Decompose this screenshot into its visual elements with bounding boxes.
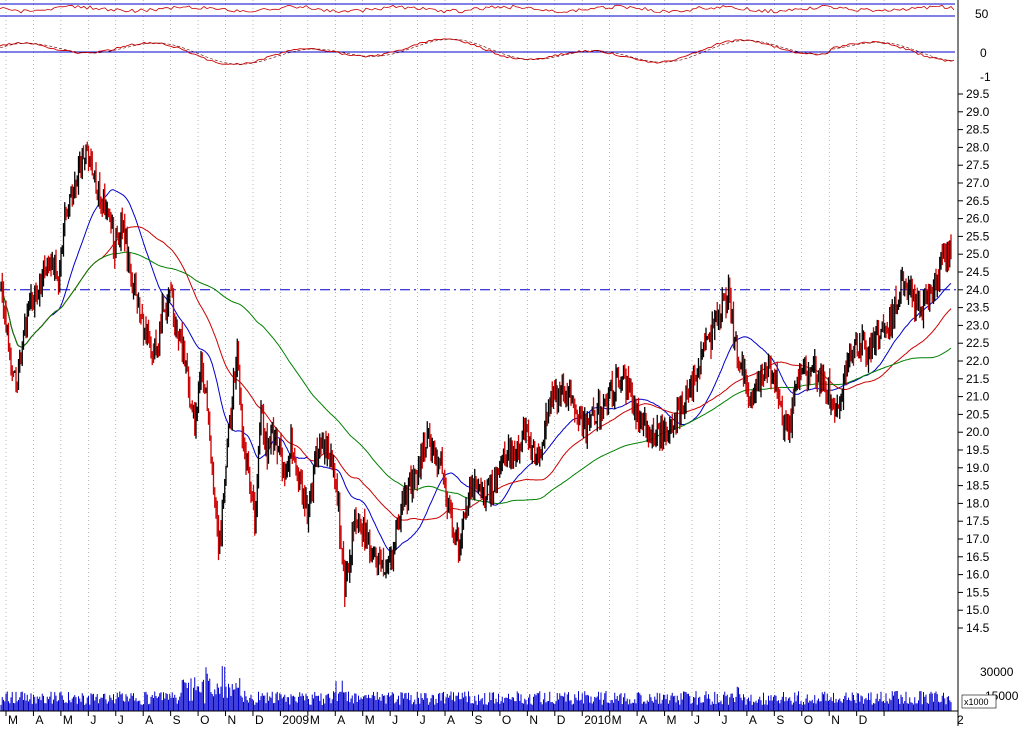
vertical-grid: [5, 0, 885, 711]
price-tick-label-27: 16.0: [966, 568, 990, 582]
time-label-32: 2: [957, 713, 964, 726]
moving-average-line-2: [0, 226, 952, 521]
time-label-3: J: [90, 713, 96, 726]
time-label-21: 2010: [584, 713, 611, 726]
price-tick-label-9: 25.0: [966, 247, 990, 261]
price-tick-label-19: 20.0: [966, 425, 990, 439]
time-label-13: M: [365, 713, 375, 726]
moving-averages: [0, 189, 952, 553]
time-label-20: D: [557, 713, 566, 726]
indicator-top-line: [0, 4, 955, 14]
time-label-29: O: [804, 713, 813, 726]
moving-average-line-3: [0, 251, 952, 504]
time-label-5: A: [145, 713, 153, 726]
time-label-30: N: [831, 713, 840, 726]
indicator-mid-tick-label-0: 0: [980, 46, 987, 60]
time-label-11: M: [310, 713, 320, 726]
volume-unit-box: [961, 694, 997, 709]
price-tick-label-15: 22.0: [966, 354, 990, 368]
price-tick-label-7: 26.0: [966, 212, 990, 226]
price-tick-label-4: 27.5: [966, 158, 990, 172]
price-tick-label-13: 23.0: [966, 318, 990, 332]
price-tick-label-18: 20.5: [966, 407, 990, 421]
price-tick-label-22: 18.5: [966, 479, 990, 493]
time-label-27: A: [749, 713, 757, 726]
time-label-19: N: [529, 713, 538, 726]
price-tick-label-11: 24.0: [966, 283, 990, 297]
price-tick-label-25: 17.0: [966, 532, 990, 546]
time-label-14: J: [392, 713, 398, 726]
time-label-17: S: [474, 713, 482, 726]
indicator-mid-panel: [0, 38, 955, 66]
price-tick-label-14: 22.5: [966, 336, 990, 350]
time-label-24: M: [667, 713, 677, 726]
time-label-25: J: [694, 713, 700, 726]
price-tick-label-21: 19.0: [966, 461, 990, 475]
time-label-0: M: [8, 713, 18, 726]
time-label-9: D: [255, 713, 264, 726]
price-bars: [0, 141, 952, 608]
time-label-22: M: [612, 713, 622, 726]
time-label-16: A: [447, 713, 455, 726]
price-tick-label-28: 15.5: [966, 585, 990, 599]
moving-average-line-1: [0, 189, 952, 553]
indicator-mid-signal-line: [0, 38, 955, 65]
price-tick-label-23: 18.0: [966, 496, 990, 510]
volume-bars: [0, 666, 952, 711]
time-label-1: A: [35, 713, 43, 726]
volume-unit-label: x1000: [964, 697, 989, 707]
indicator-top-panel: [0, 3, 955, 17]
time-label-15: J: [420, 713, 426, 726]
time-label-4: J: [118, 713, 124, 726]
price-tick-label-1: 29.0: [966, 105, 990, 119]
price-tick-label-29: 15.0: [966, 603, 990, 617]
price-tick-label-24: 17.5: [966, 514, 990, 528]
price-tick-label-3: 28.0: [966, 140, 990, 154]
time-label-6: S: [173, 713, 181, 726]
indicator-mid-tick-label-1: -1: [980, 70, 991, 84]
indicator-top-tick-label: 50: [975, 7, 989, 21]
time-label-26: J: [721, 713, 727, 726]
price-tick-label-5: 27.0: [966, 176, 990, 190]
time-label-7: O: [200, 713, 209, 726]
time-axis: M A M J J A S O N D 2009 M A M J J A S O N D 2010 M A M J J A S O N D 2: [5, 711, 964, 727]
price-tick-label-26: 16.5: [966, 550, 990, 564]
price-tick-label-2: 28.5: [966, 123, 990, 137]
indicator-mid-line: [0, 38, 955, 66]
price-axis: 29.5 29.0 28.5 28.0 27.5 27.0 26.5 26.0 25.5 25.0…: [958, 87, 990, 635]
price-tick-label-0: 29.5: [966, 87, 990, 101]
price-tick-label-6: 26.5: [966, 194, 990, 208]
time-label-18: O: [502, 713, 511, 726]
price-tick-label-16: 21.5: [966, 372, 990, 386]
price-tick-label-20: 19.5: [966, 443, 990, 457]
time-label-31: D: [859, 713, 868, 726]
price-tick-label-12: 23.5: [966, 301, 990, 315]
time-label-12: A: [337, 713, 345, 726]
price-tick-label-10: 24.5: [966, 265, 990, 279]
price-tick-label-8: 25.5: [966, 229, 990, 243]
price-tick-label-30: 14.5: [966, 621, 990, 635]
time-label-2: M: [63, 713, 73, 726]
time-label-28: S: [776, 713, 784, 726]
price-tick-label-17: 21.0: [966, 390, 990, 404]
time-label-8: N: [228, 713, 237, 726]
volume-tick-label-0: 30000: [980, 665, 1014, 679]
time-label-10: 2009: [282, 713, 309, 726]
time-label-23: A: [639, 713, 647, 726]
